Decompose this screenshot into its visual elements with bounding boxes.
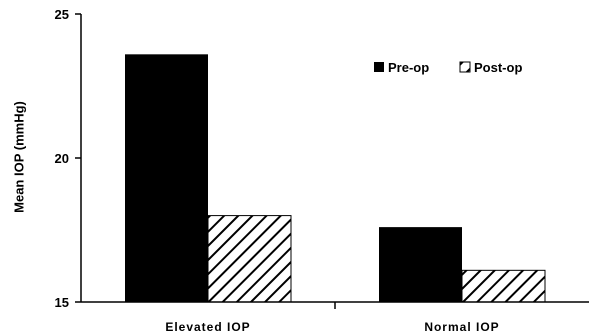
y-tick-label: 25 xyxy=(55,7,69,22)
x-category-label: Normal IOP xyxy=(424,320,499,334)
legend-label-post-op: Post-op xyxy=(474,60,522,75)
y-axis-title: Mean IOP (mmHg) xyxy=(11,101,26,213)
legend-swatch-post-op xyxy=(459,61,471,73)
bars xyxy=(125,54,546,303)
bar-pre-op-normal-iop xyxy=(379,227,462,302)
y-tick-label: 15 xyxy=(55,295,69,310)
legend-label-pre-op: Pre-op xyxy=(388,60,429,75)
y-tick-label: 20 xyxy=(55,151,69,166)
legend-swatch-pre-op xyxy=(374,62,384,72)
x-category-label: Elevated IOP xyxy=(165,320,250,334)
y-axis-ticks: 15 20 25 xyxy=(55,7,81,310)
x-axis-labels: Elevated IOP Normal IOP xyxy=(165,320,499,334)
bar-pre-op-elevated-iop xyxy=(125,54,208,302)
legend: Pre-op Post-op xyxy=(374,60,522,75)
bar-post-op-elevated-iop xyxy=(207,215,292,303)
bar-post-op-normal-iop xyxy=(461,269,546,303)
